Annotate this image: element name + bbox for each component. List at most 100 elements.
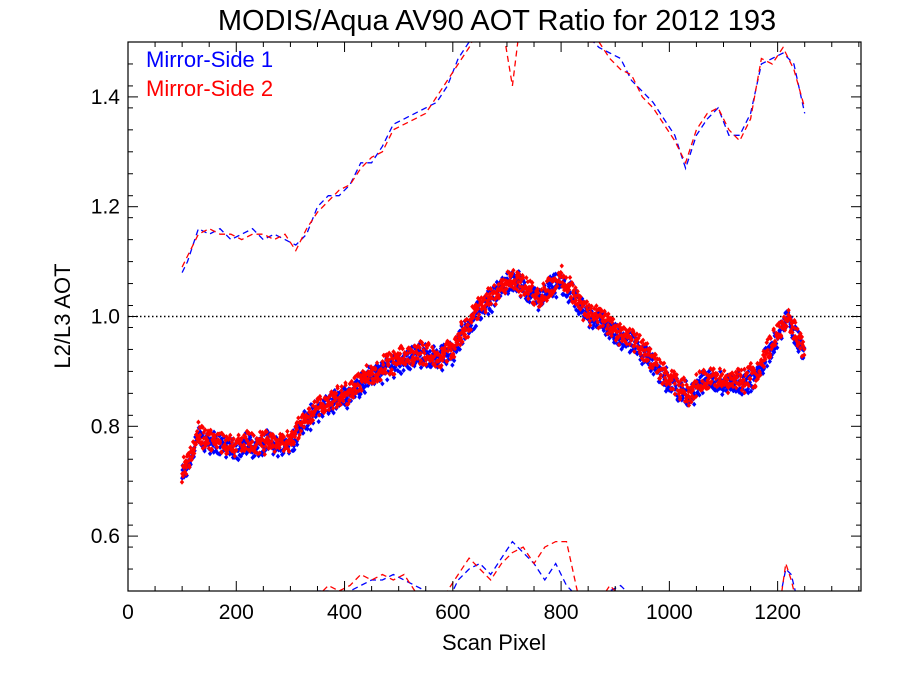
data-point-mirror-side-2 [755, 375, 761, 381]
data-point-mirror-side-2 [546, 294, 552, 300]
data-point-mirror-side-2 [706, 372, 711, 379]
data-point-mirror-side-2 [442, 351, 447, 357]
data-point-mirror-side-1 [696, 378, 702, 384]
data-point-mirror-side-2 [774, 322, 780, 328]
data-point-mirror-side-2 [278, 431, 283, 437]
data-point-mirror-side-2 [326, 407, 332, 413]
data-point-mirror-side-2 [190, 454, 195, 460]
data-point-mirror-side-2 [542, 284, 547, 290]
data-point-mirror-side-1 [211, 449, 216, 455]
data-point-mirror-side-2 [697, 385, 703, 391]
data-point-mirror-side-2 [184, 453, 190, 459]
data-point-mirror-side-2 [485, 299, 491, 306]
x-tick-label: 1200 [754, 601, 801, 624]
data-point-mirror-side-2 [200, 445, 206, 451]
data-point-mirror-side-2 [802, 352, 807, 358]
data-point-mirror-side-2 [449, 347, 454, 354]
data-point-mirror-side-1 [553, 271, 558, 277]
data-point-mirror-side-2 [179, 479, 185, 485]
data-point-mirror-side-2 [543, 295, 548, 301]
data-point-mirror-side-2 [700, 378, 705, 384]
data-point-mirror-side-2 [772, 342, 778, 348]
data-point-mirror-side-2 [514, 286, 519, 292]
data-point-mirror-side-2 [789, 321, 794, 327]
data-point-mirror-side-1 [211, 442, 216, 449]
data-point-mirror-side-2 [469, 319, 474, 325]
data-point-mirror-side-2 [719, 383, 724, 389]
data-point-mirror-side-2 [581, 317, 586, 323]
data-point-mirror-side-2 [711, 366, 716, 372]
data-point-mirror-side-2 [769, 346, 774, 352]
data-point-mirror-side-2 [743, 380, 748, 387]
data-point-mirror-side-1 [623, 343, 629, 350]
data-point-mirror-side-2 [639, 339, 644, 345]
data-point-mirror-side-2 [605, 313, 610, 320]
data-point-mirror-side-2 [318, 396, 323, 402]
data-point-mirror-side-2 [761, 348, 766, 354]
data-point-mirror-side-1 [580, 307, 586, 314]
data-point-mirror-side-1 [371, 374, 376, 380]
data-point-mirror-side-2 [632, 343, 637, 349]
data-point-mirror-side-2 [508, 283, 514, 289]
data-point-mirror-side-2 [563, 275, 569, 281]
data-point-mirror-side-2 [690, 393, 695, 399]
data-point-mirror-side-2 [267, 441, 272, 447]
data-point-mirror-side-2 [758, 372, 763, 378]
data-point-mirror-side-2 [759, 357, 764, 363]
data-point-mirror-side-2 [788, 328, 794, 334]
x-axis-label: Scan Pixel [442, 630, 546, 655]
data-point-mirror-side-2 [294, 426, 300, 432]
data-point-mirror-side-2 [341, 398, 346, 404]
data-point-mirror-side-1 [215, 450, 220, 456]
data-point-mirror-side-2 [605, 322, 611, 328]
data-point-mirror-side-1 [718, 368, 723, 374]
data-point-mirror-side-2 [745, 370, 750, 376]
data-point-mirror-side-2 [288, 434, 293, 440]
data-point-mirror-side-2 [648, 346, 653, 352]
plot-area [128, 42, 861, 591]
data-point-mirror-side-2 [504, 286, 509, 292]
data-point-mirror-side-2 [235, 436, 241, 442]
data-point-mirror-side-2 [557, 272, 562, 279]
data-point-mirror-side-2 [312, 399, 317, 405]
y-tick-label: 0.8 [91, 415, 120, 438]
data-point-mirror-side-2 [225, 444, 230, 451]
data-point-mirror-side-2 [232, 453, 237, 459]
legend: Mirror-Side 1 Mirror-Side 2 [146, 47, 273, 101]
data-point-mirror-side-2 [528, 285, 534, 291]
data-point-mirror-side-2 [576, 300, 581, 307]
data-point-mirror-side-2 [533, 296, 538, 302]
data-point-mirror-side-2 [608, 315, 614, 321]
data-point-mirror-side-2 [700, 369, 706, 376]
data-point-mirror-side-2 [570, 282, 576, 288]
data-point-mirror-side-2 [229, 439, 235, 445]
data-point-mirror-side-2 [720, 371, 725, 377]
data-point-mirror-side-2 [516, 271, 522, 277]
data-point-mirror-side-2 [339, 383, 344, 390]
data-point-mirror-side-2 [578, 294, 583, 300]
data-point-mirror-side-1 [572, 303, 577, 309]
data-point-mirror-side-2 [584, 304, 589, 310]
data-point-mirror-side-2 [313, 404, 319, 410]
data-point-mirror-side-2 [466, 326, 471, 332]
data-point-mirror-side-2 [631, 328, 636, 334]
data-point-mirror-side-2 [586, 302, 592, 308]
data-point-mirror-side-2 [496, 295, 502, 301]
data-point-mirror-side-2 [760, 358, 765, 364]
data-point-mirror-side-2 [323, 407, 328, 414]
data-point-mirror-side-2 [790, 324, 795, 330]
data-point-mirror-side-1 [757, 364, 763, 370]
data-point-mirror-side-2 [460, 339, 465, 345]
data-point-mirror-side-2 [685, 398, 690, 404]
data-point-mirror-side-2 [797, 340, 802, 346]
axis-ticks [127, 41, 861, 592]
data-point-mirror-side-2 [391, 349, 396, 355]
data-point-mirror-side-2 [682, 378, 687, 384]
data-point-mirror-side-1 [632, 346, 638, 352]
data-point-mirror-side-2 [760, 352, 766, 358]
data-point-mirror-side-2 [345, 390, 350, 396]
data-point-mirror-side-2 [180, 471, 185, 477]
data-point-mirror-side-1 [275, 453, 281, 459]
data-point-mirror-side-2 [366, 376, 371, 382]
data-point-mirror-side-2 [658, 372, 664, 378]
